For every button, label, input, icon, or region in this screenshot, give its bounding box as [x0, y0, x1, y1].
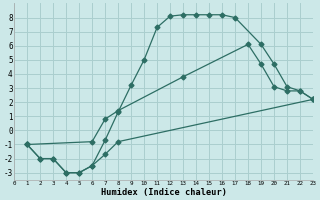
X-axis label: Humidex (Indice chaleur): Humidex (Indice chaleur): [100, 188, 227, 197]
